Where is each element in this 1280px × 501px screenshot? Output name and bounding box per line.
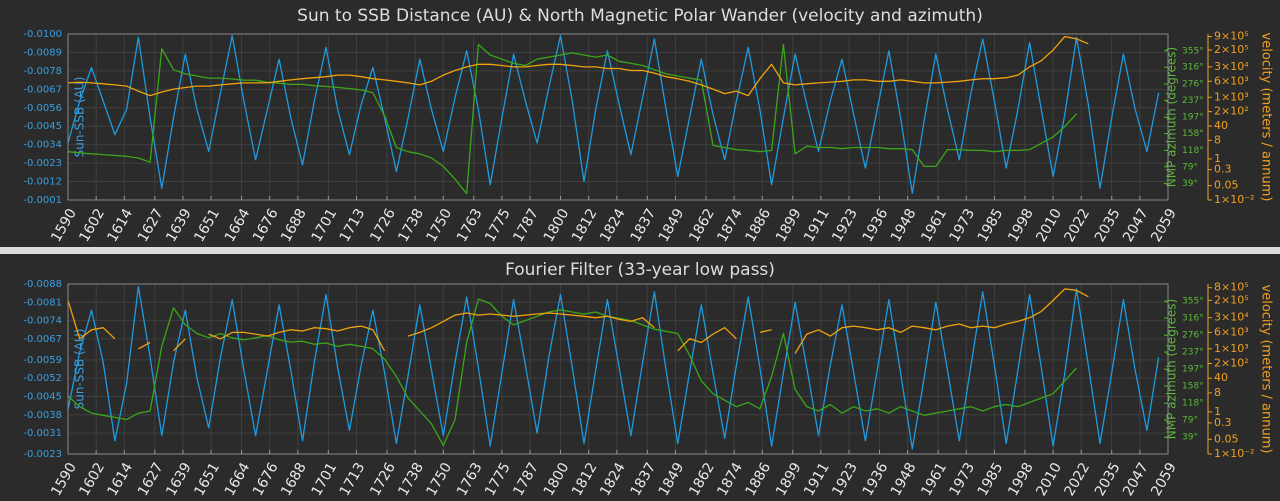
y-tick-label: -0.0052: [23, 373, 62, 384]
y-tick-label: -0.0031: [23, 428, 62, 439]
y3-tick-label: 2×10⁵: [1214, 293, 1249, 306]
y3-tick-label: 0.05: [1214, 179, 1239, 192]
y-tick-label: -0.0074: [23, 316, 62, 327]
y2-tick-label: 197°: [1182, 365, 1204, 375]
y2-tick-label: 158°: [1182, 129, 1204, 139]
y3-tick-label: 3×10⁴: [1214, 311, 1249, 324]
y2-tick-label: 355°: [1182, 46, 1204, 56]
y2-tick-label: 237°: [1182, 96, 1204, 106]
y-tick-label: -0.0089: [23, 47, 62, 58]
y2-tick-label: 197°: [1182, 113, 1204, 123]
y3-tick-label: 0.3: [1214, 163, 1232, 176]
y2-tick-label: 79°: [1182, 416, 1198, 426]
series-line: [68, 43, 1077, 195]
y2-tick-label: 79°: [1182, 162, 1198, 172]
y3-tick-label: 6×10³: [1214, 325, 1249, 338]
chart-title: Sun to SSB Distance (AU) & North Magneti…: [297, 6, 983, 26]
y3-tick-label: 40: [1214, 119, 1228, 132]
y-tick-label: -0.0059: [23, 355, 62, 366]
y2-axis-label: NMP azimuth (degrees): [1165, 47, 1179, 187]
y-tick-label: -0.0056: [23, 103, 62, 114]
y-tick-label: -0.0078: [23, 66, 62, 77]
y2-tick-label: 276°: [1182, 331, 1204, 341]
y2-tick-label: 118°: [1182, 146, 1204, 156]
y-tick-label: -0.0045: [23, 391, 62, 402]
chart-title: Fourier Filter (33-year low pass): [505, 260, 775, 280]
y-axis-label: Sun-SSB (AU): [73, 77, 87, 158]
y3-tick-label: 8: [1214, 133, 1221, 146]
y-tick-label: -0.0023: [23, 158, 62, 169]
y2-tick-label: 39°: [1182, 433, 1198, 443]
series-line: [68, 288, 1089, 354]
y-tick-label: -0.0001: [23, 195, 62, 206]
y2-tick-label: 355°: [1182, 297, 1204, 307]
y2-tick-label: 316°: [1182, 63, 1204, 73]
series-line: [68, 298, 1077, 447]
y3-tick-label: 6×10³: [1214, 74, 1249, 87]
y-tick-label: -0.0038: [23, 410, 62, 421]
y-tick-label: -0.0067: [23, 84, 62, 95]
y3-axis-label: velocity (meters / annum): [1259, 33, 1274, 202]
y-tick-label: -0.0012: [23, 177, 62, 188]
y-axis-label: Sun-SSB (AU): [73, 329, 87, 410]
y-tick-label: -0.0100: [23, 29, 62, 40]
y2-tick-label: 276°: [1182, 80, 1204, 90]
y-tick-label: -0.0067: [23, 334, 62, 345]
y-tick-label: -0.0034: [23, 140, 62, 151]
y-tick-label: -0.0045: [23, 121, 62, 132]
y2-tick-label: 158°: [1182, 382, 1204, 392]
y3-tick-label: 2×10²: [1214, 105, 1249, 118]
y3-tick-label: 1×10³: [1214, 90, 1249, 103]
series-line: [68, 285, 1160, 450]
y3-tick-label: 8: [1214, 386, 1221, 399]
series-line: [68, 35, 1160, 194]
plot-frame: [67, 33, 1169, 201]
y3-axis-label: velocity (meters / annum): [1259, 285, 1274, 454]
panel-background: [0, 0, 1280, 247]
y2-tick-label: 39°: [1182, 179, 1198, 189]
y3-tick-label: 8×10⁵: [1214, 281, 1249, 294]
y-tick-label: -0.0088: [23, 279, 62, 290]
y3-tick-label: 2×10²: [1214, 356, 1249, 369]
y3-tick-label: 1: [1214, 405, 1221, 418]
y-tick-label: -0.0081: [23, 297, 62, 308]
y3-tick-label: 2×10⁵: [1214, 43, 1249, 56]
y3-tick-label: 1×10³: [1214, 342, 1249, 355]
y3-tick-label: 1: [1214, 152, 1221, 165]
y2-axis-label: NMP azimuth (degrees): [1165, 299, 1179, 439]
y3-tick-label: 3×10⁴: [1214, 60, 1249, 73]
y2-tick-label: 118°: [1182, 399, 1204, 409]
y2-tick-label: 237°: [1182, 348, 1204, 358]
y3-tick-label: 40: [1214, 371, 1228, 384]
series-line: [68, 35, 1089, 97]
y-tick-label: -0.0023: [23, 449, 62, 460]
y3-tick-label: 1×10⁻²: [1214, 193, 1254, 206]
plot-frame: [67, 283, 1169, 455]
y2-tick-label: 316°: [1182, 314, 1204, 324]
y3-tick-label: 0.05: [1214, 432, 1239, 445]
y3-tick-label: 9×10⁵: [1214, 30, 1249, 43]
y3-tick-label: 1×10⁻²: [1214, 447, 1254, 460]
y3-tick-label: 0.3: [1214, 416, 1232, 429]
